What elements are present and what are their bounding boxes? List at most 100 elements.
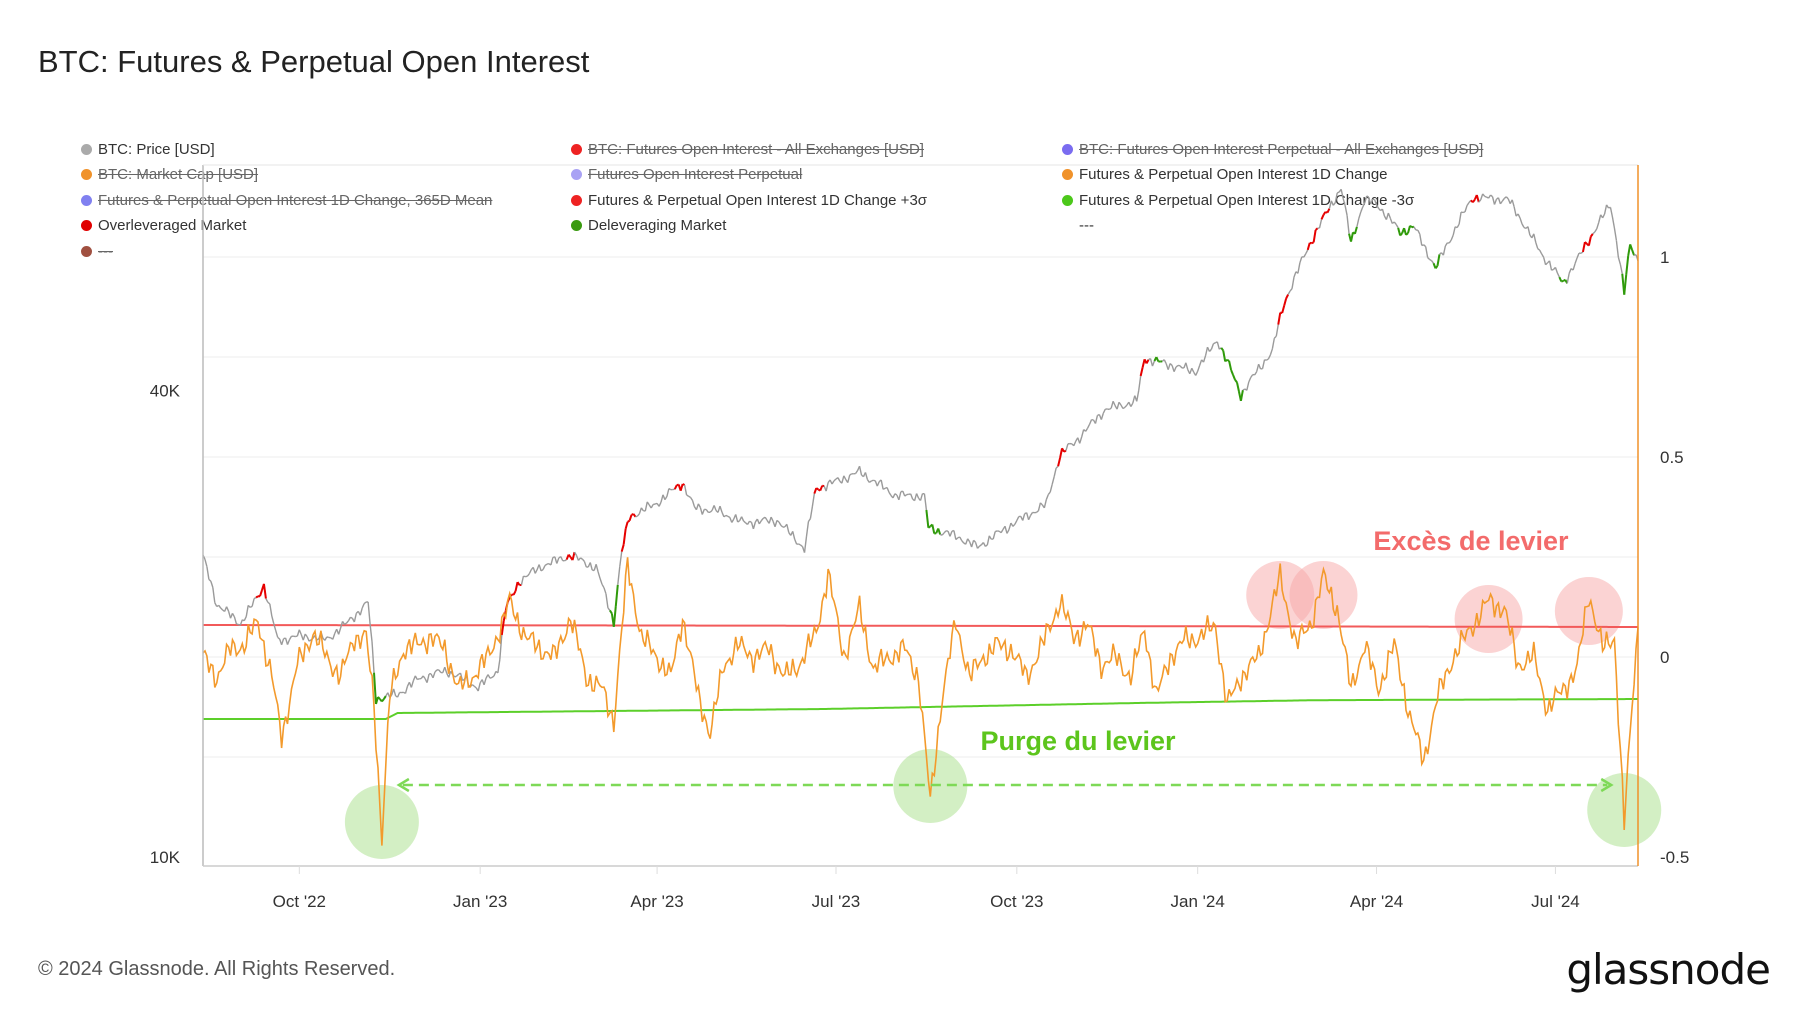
price-segment [1000, 529, 1004, 534]
price-segment [1475, 194, 1480, 203]
legend-label: --- [1079, 217, 1094, 234]
price-segment [1611, 216, 1616, 229]
price-segment [1373, 199, 1378, 206]
price-segment [212, 587, 216, 603]
price-segment [251, 598, 255, 607]
price-segment [1198, 359, 1203, 366]
price-segment [1008, 522, 1012, 530]
price-segment [1039, 502, 1043, 506]
price-segment [1381, 208, 1386, 217]
legend-item[interactable]: --- [1062, 217, 1094, 234]
price-segment [1124, 404, 1128, 408]
price-segment [1619, 264, 1623, 274]
price-segment [1452, 226, 1456, 236]
oi-change-series [202, 557, 1639, 846]
price-segment [1580, 251, 1584, 254]
price-segment [868, 480, 872, 483]
price-segment [306, 636, 310, 642]
price-segment [1173, 366, 1177, 372]
price-segment [487, 674, 491, 679]
legend-item[interactable]: --- [81, 243, 113, 260]
legend-label: Overleveraged Market [98, 217, 247, 234]
price-segment [888, 491, 892, 496]
y-right-tick-label: 1 [1660, 248, 1669, 267]
price-segment [727, 515, 731, 518]
legend-dot [571, 169, 582, 180]
price-segment [1016, 516, 1020, 521]
price-segment [1094, 415, 1099, 424]
price-segment [1025, 512, 1030, 520]
price-segment [1442, 245, 1447, 256]
legend-item[interactable]: Deleveraging Market [571, 217, 726, 234]
price-segment [1293, 271, 1297, 278]
price-segment [1297, 262, 1301, 274]
price-segment [811, 493, 816, 507]
price-segment [432, 671, 436, 679]
price-segment [288, 635, 293, 640]
price-segment [1318, 219, 1323, 229]
price-segment [650, 504, 654, 509]
price-segment [344, 622, 347, 626]
price-segment [286, 639, 291, 645]
price-segment [473, 685, 477, 689]
price-segment [1122, 406, 1126, 410]
price-segment [1234, 379, 1238, 383]
price-segment [959, 536, 963, 542]
price-segment [719, 505, 723, 513]
price-segment [955, 537, 959, 541]
price-segment [1395, 224, 1399, 229]
price-segment [709, 509, 713, 513]
price-segment [803, 536, 808, 553]
price-segment [1480, 193, 1484, 200]
price-segment [786, 524, 790, 533]
legend-item[interactable]: BTC: Market Cap [USD] [81, 166, 258, 183]
price-segment [233, 616, 238, 625]
price-segment [262, 583, 267, 599]
price-segment [620, 544, 625, 552]
price-segment [1242, 388, 1246, 391]
legend-item[interactable]: BTC: Futures Open Interest Perpetual - A… [1062, 141, 1483, 158]
legend-item[interactable]: Futures & Perpetual Open Interest 1D Cha… [81, 192, 492, 209]
price-segment [1375, 204, 1380, 209]
price-segment [1425, 246, 1429, 258]
price-segment [740, 516, 745, 522]
price-segment [220, 607, 224, 611]
price-segment [414, 675, 418, 680]
legend-dot [1062, 169, 1073, 180]
price-segment [619, 551, 623, 567]
legend-item[interactable]: Futures Open Interest Perpetual [571, 166, 802, 183]
legend-item[interactable]: BTC: Price [USD] [81, 141, 215, 158]
price-segment [1598, 214, 1602, 223]
price-segment [1503, 196, 1507, 199]
x-tick-label: Apr '24 [1350, 892, 1403, 911]
price-segment [361, 603, 365, 609]
price-segment [1513, 206, 1517, 217]
legend-item[interactable]: Overleveraged Market [81, 217, 246, 234]
price-segment [271, 615, 275, 624]
legend-item[interactable]: BTC: Futures Open Interest - All Exchang… [571, 141, 924, 158]
price-segment [855, 470, 859, 474]
price-segment [1204, 346, 1209, 356]
legend-item[interactable]: Futures & Perpetual Open Interest 1D Cha… [571, 192, 927, 209]
legend-dot [1062, 195, 1073, 206]
price-segment [774, 520, 778, 527]
price-segment [1086, 424, 1091, 429]
price-segment [347, 616, 352, 622]
price-segment [1022, 513, 1026, 521]
overleveraged-label: Excès de levier [1373, 526, 1569, 556]
price-segment [245, 605, 249, 617]
price-segment [438, 669, 442, 673]
legend-label: BTC: Price [USD] [98, 141, 215, 158]
price-segment [986, 535, 990, 546]
price-segment [1458, 212, 1462, 225]
price-segment [800, 544, 803, 548]
price-segment [1592, 231, 1596, 235]
price-segment [1539, 249, 1543, 255]
price-segment [974, 542, 979, 549]
price-segment [353, 613, 358, 623]
legend-item[interactable]: Futures & Perpetual Open Interest 1D Cha… [1062, 166, 1388, 183]
price-segment [580, 557, 583, 560]
price-segment [204, 559, 208, 567]
price-segment [1484, 195, 1487, 198]
price-segment [638, 507, 643, 515]
